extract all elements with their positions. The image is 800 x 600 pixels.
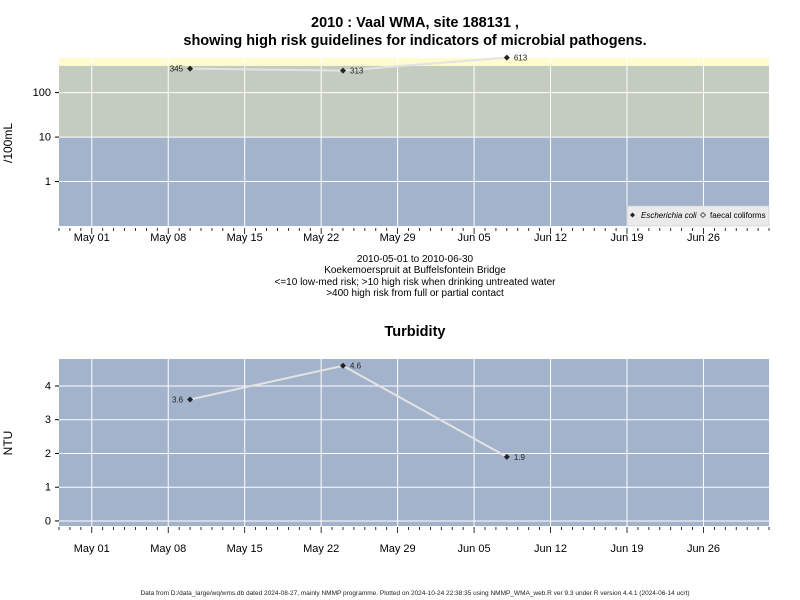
x-tick-label: May 22 — [303, 543, 339, 555]
pathogen-x-ticks: May 01 May 08 May 15 May 22 May 29 Jun 05 Jun … — [58, 228, 770, 244]
footer-note: Data from D:/data_large/wq/wms.db dated … — [140, 590, 689, 597]
subtitle-site: Koekemoerspruit at Buffelsfontein Bridge — [324, 265, 506, 276]
turbidity-grid — [59, 359, 769, 526]
chart-subtitle: 2010-05-01 to 2010-06-30 Koekemoerspruit… — [275, 254, 557, 299]
x-tick-label: Jun 26 — [687, 232, 720, 244]
legend-label-faecal: faecal coliforms — [710, 211, 766, 220]
data-label: 313 — [350, 67, 364, 76]
pathogen-series: 345 313 613 — [170, 54, 528, 76]
turbidity-background — [59, 359, 769, 526]
subtitle-contact-risk: >400 high risk from full or partial cont… — [326, 288, 504, 299]
x-tick-label: Jun 05 — [458, 543, 491, 555]
x-tick-label: Jun 05 — [458, 232, 491, 244]
turbidity-series: 3.6 4.6 1.9 — [172, 362, 526, 462]
y-tick-label: 10 — [39, 132, 51, 144]
pathogen-grid — [59, 58, 769, 226]
y-tick-label: 1 — [45, 176, 51, 188]
x-tick-label: May 08 — [150, 543, 186, 555]
x-tick-label: Jun 19 — [610, 543, 643, 555]
y-tick-label: 2 — [45, 448, 51, 460]
legend-marker-ecoli — [630, 212, 635, 218]
turbidity-y-ticks: 0 1 2 3 4 — [45, 380, 59, 527]
pathogen-y-ticks: 1 10 100 — [33, 87, 59, 188]
x-tick-label: May 01 — [74, 232, 110, 244]
x-tick-label: Jun 26 — [687, 543, 720, 555]
turbidity-title: Turbidity — [385, 324, 446, 340]
data-point — [187, 65, 194, 72]
pathogen-panel: 1 10 100 May 01 May 08 May 15 May 22 May 29 Jun… — [1, 54, 770, 244]
chart-title-line1: 2010 : Vaal WMA, site 188131 , — [311, 15, 519, 31]
data-label: 3.6 — [172, 395, 184, 404]
y-tick-label: 3 — [45, 414, 51, 426]
x-tick-label: May 29 — [380, 543, 416, 555]
legend-box — [626, 205, 770, 227]
turbidity-x-ticks: May 01 May 08 May 15 May 22 May 29 Jun 05 Jun … — [58, 527, 770, 555]
legend: Escherichia coli faecal coliforms — [626, 205, 770, 227]
y-tick-label: 1 — [45, 482, 51, 494]
turbidity-y-axis-label: NTU — [1, 431, 15, 456]
y-tick-label: 0 — [45, 515, 51, 527]
subtitle-date-range: 2010-05-01 to 2010-06-30 — [357, 254, 474, 265]
legend-marker-faecal — [700, 212, 706, 218]
data-point — [340, 362, 346, 369]
x-tick-label: May 01 — [74, 543, 110, 555]
subtitle-drinking-risk: <=10 low-med risk; >10 high risk when dr… — [275, 277, 557, 288]
y-tick-label: 100 — [33, 87, 51, 99]
pathogen-y-axis-label: /100mL — [1, 123, 15, 163]
y-tick-label: 4 — [45, 380, 51, 392]
x-tick-label: May 15 — [227, 543, 263, 555]
plot-background — [59, 359, 769, 526]
data-point — [503, 453, 510, 460]
risk-band-3 — [59, 58, 769, 66]
x-tick-label: May 08 — [150, 232, 186, 244]
turbidity-panel: Turbidity 0 1 2 3 4 May 01 May 08 May 15 May 22… — [1, 324, 770, 555]
data-point — [503, 54, 510, 61]
x-tick-label: May 29 — [380, 232, 416, 244]
legend-label-ecoli: Escherichia coli — [641, 211, 697, 220]
x-tick-label: May 22 — [303, 232, 339, 244]
risk-bands — [59, 58, 769, 226]
x-tick-label: Jun 12 — [534, 232, 567, 244]
x-tick-label: Jun 12 — [534, 543, 567, 555]
data-label: 4.6 — [350, 362, 362, 371]
x-tick-label: May 15 — [227, 232, 263, 244]
data-point — [340, 67, 346, 74]
data-label: 345 — [170, 65, 184, 74]
risk-band-2 — [59, 65, 769, 138]
x-tick-label: Jun 19 — [610, 232, 643, 244]
data-point — [187, 396, 194, 403]
data-label: 613 — [514, 54, 528, 63]
data-label: 1.9 — [514, 453, 526, 462]
chart-title-line2: showing high risk guidelines for indicat… — [183, 33, 646, 49]
